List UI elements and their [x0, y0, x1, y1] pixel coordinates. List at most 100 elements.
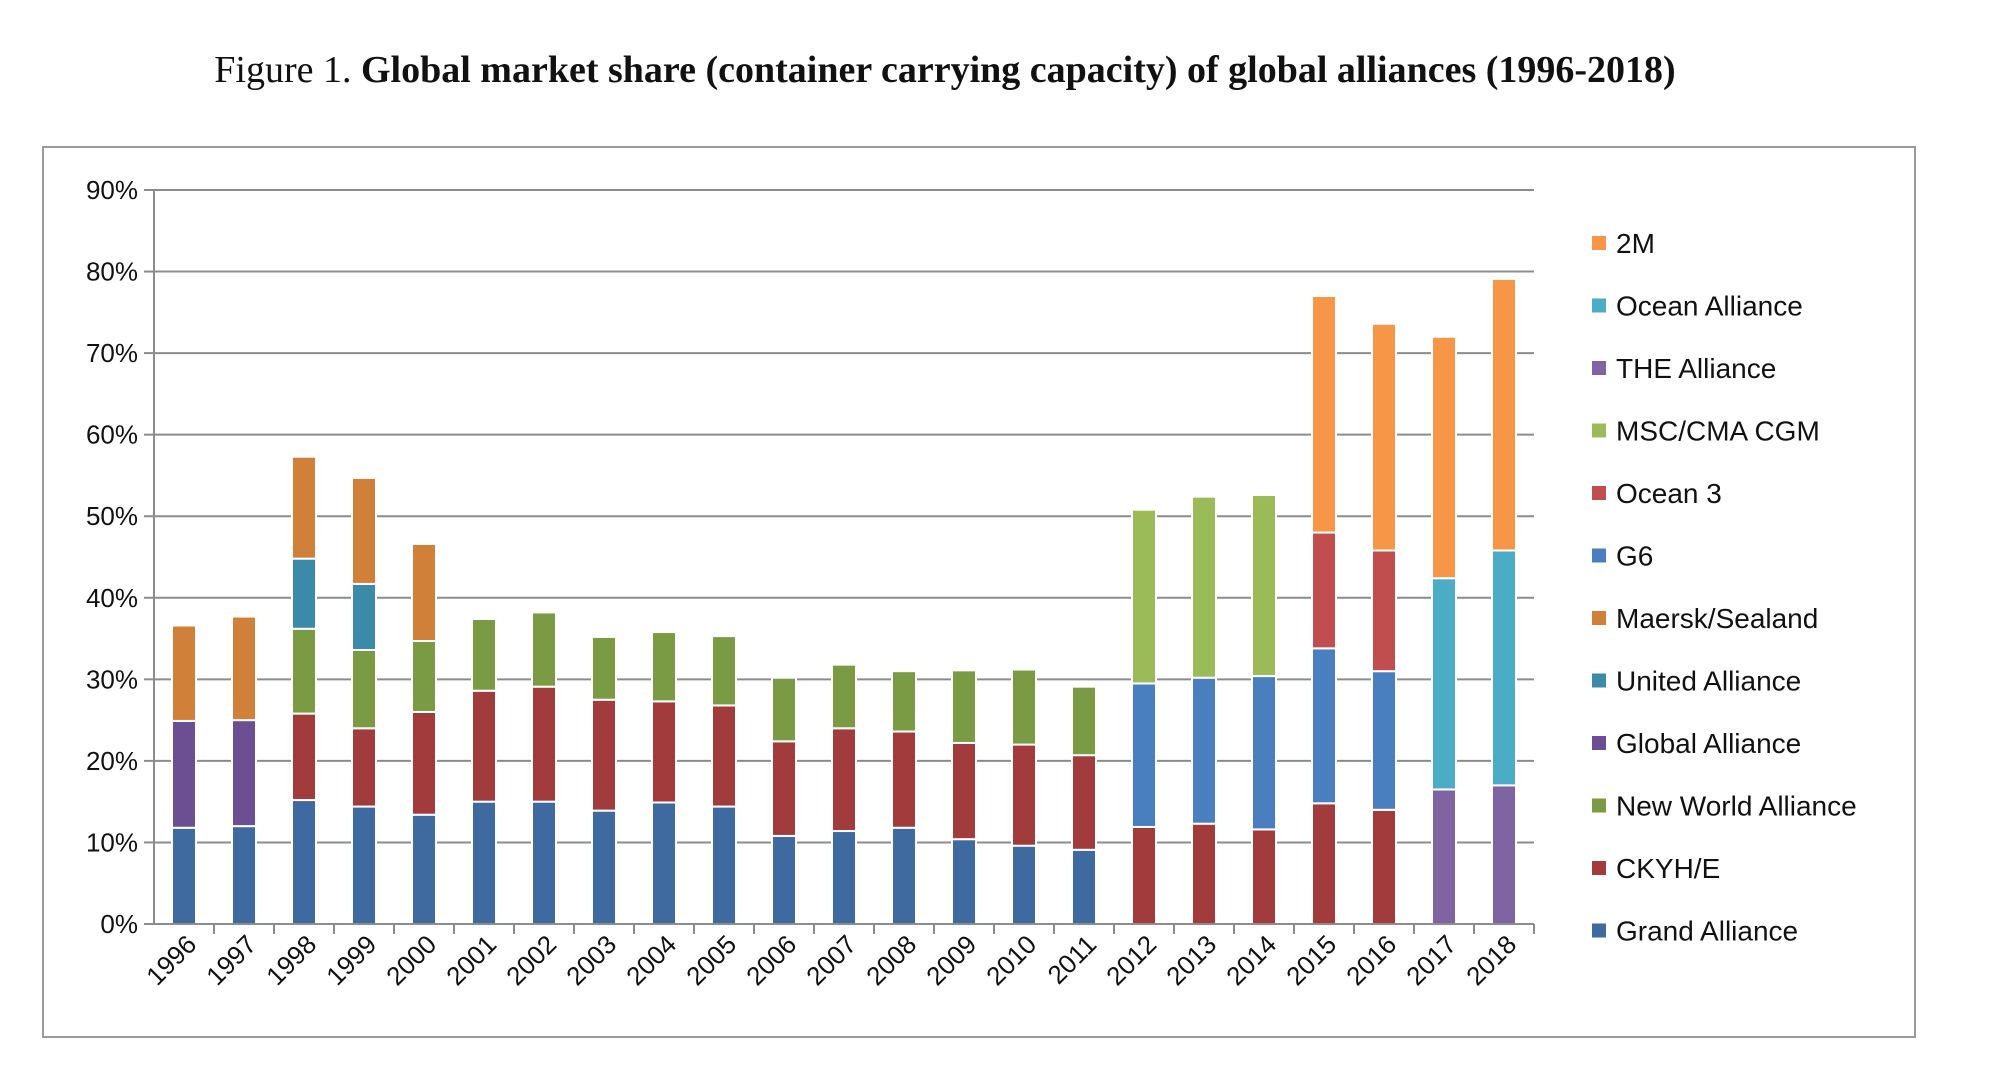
- bar-2007-ckyh-e: [831, 727, 857, 833]
- bar-2012-ckyh-e: [1131, 825, 1157, 926]
- bar-2012-msc-cma-cgm: [1131, 508, 1157, 685]
- bar-2016-ckyh-e: [1371, 808, 1397, 925]
- legend-label-global-alliance: Global Alliance: [1616, 728, 1801, 759]
- legend-swatch-ocean-alliance: [1592, 298, 1606, 313]
- legend-swatch-maersk-sealand: [1592, 611, 1606, 625]
- y-tick-label-9: 90%: [86, 175, 138, 205]
- legend-label-2m: 2M: [1616, 228, 1655, 259]
- x-tick-label-2003: 2003: [560, 929, 622, 991]
- bar-2001-grand-alliance: [471, 800, 497, 926]
- stacked-bar-chart: 0%10%20%30%40%50%60%70%80%90%19961997199…: [86, 175, 1857, 991]
- bar-1998-ckyh-e: [291, 712, 317, 802]
- bar-2011-ckyh-e: [1071, 754, 1097, 851]
- grid-lines: [154, 189, 1534, 925]
- legend-label-united-alliance: United Alliance: [1616, 666, 1801, 697]
- x-tick-label-2013: 2013: [1160, 929, 1222, 991]
- legend-swatch-united-alliance: [1592, 673, 1606, 688]
- y-tick-label-2: 20%: [86, 746, 138, 776]
- x-tick-label-2006: 2006: [740, 929, 802, 991]
- bar-2006-ckyh-e: [771, 740, 797, 837]
- legend-swatch-global-alliance: [1592, 736, 1606, 750]
- bar-1999-grand-alliance: [351, 805, 377, 925]
- y-tick-label-5: 50%: [86, 501, 138, 531]
- y-tick-label-7: 70%: [86, 338, 138, 368]
- legend-label-ckyh-e: CKYH/E: [1616, 853, 1720, 884]
- figure-caption: Figure 1. Global market share (container…: [0, 48, 1890, 92]
- legend-swatch-the-alliance: [1592, 361, 1606, 375]
- y-tick-label-6: 60%: [86, 420, 138, 450]
- bar-2018-the-alliance: [1491, 784, 1517, 925]
- bar-2004-new-world-alliance: [651, 631, 677, 703]
- x-tick-label-2000: 2000: [380, 929, 442, 991]
- bar-2008-grand-alliance: [891, 826, 917, 926]
- bar-2008-new-world-alliance: [891, 670, 917, 733]
- bar-1998-new-world-alliance: [291, 627, 317, 715]
- bar-1997-maersk-sealand: [231, 615, 257, 722]
- bar-2007-new-world-alliance: [831, 663, 857, 730]
- bar-2004-ckyh-e: [651, 700, 677, 804]
- bar-2018-ocean-alliance: [1491, 549, 1517, 787]
- bar-2000-maersk-sealand: [411, 542, 437, 643]
- figure-caption-title: Global market share (container carrying …: [361, 49, 1676, 91]
- bar-2017-the-alliance: [1431, 788, 1457, 926]
- legend-label-new-world-alliance: New World Alliance: [1616, 791, 1857, 822]
- bar-2001-new-world-alliance: [471, 617, 497, 692]
- x-tick-label-2010: 2010: [980, 929, 1042, 991]
- x-tick-label-2016: 2016: [1340, 929, 1402, 991]
- bar-2003-new-world-alliance: [591, 635, 617, 701]
- bar-2008-ckyh-e: [891, 730, 917, 829]
- bar-2011-new-world-alliance: [1071, 685, 1097, 757]
- legend-swatch-ocean-3: [1592, 486, 1606, 500]
- y-tick-label-8: 80%: [86, 257, 138, 287]
- bar-2001-ckyh-e: [471, 689, 497, 803]
- x-tick-label-2005: 2005: [680, 929, 742, 991]
- bar-1999-new-world-alliance: [351, 648, 377, 730]
- legend-label-msc-cma-cgm: MSC/CMA CGM: [1616, 416, 1820, 447]
- bar-2014-msc-cma-cgm: [1251, 494, 1277, 678]
- x-tick-label-2011: 2011: [1041, 929, 1102, 990]
- bar-1998-maersk-sealand: [291, 455, 317, 560]
- legend: 2M Ocean Alliance THE Alliance MSC/CMA CGM O…: [1592, 228, 1857, 947]
- bars: [171, 277, 1517, 926]
- bar-1996-global-alliance: [171, 719, 197, 829]
- bar-2009-ckyh-e: [951, 741, 977, 841]
- bar-2006-grand-alliance: [771, 834, 797, 925]
- bar-2009-new-world-alliance: [951, 669, 977, 744]
- bar-2017-ocean-alliance: [1431, 577, 1457, 791]
- bar-2016-g6: [1371, 670, 1397, 811]
- y-tick-label-3: 30%: [86, 664, 138, 694]
- legend-swatch-grand-alliance: [1592, 923, 1606, 938]
- bar-2015-ocean-3: [1311, 531, 1337, 650]
- bar-2000-ckyh-e: [411, 710, 437, 816]
- legend-label-the-alliance: THE Alliance: [1616, 353, 1776, 384]
- bar-2010-grand-alliance: [1011, 844, 1037, 925]
- bar-1999-ckyh-e: [351, 727, 377, 808]
- bar-2003-ckyh-e: [591, 698, 617, 812]
- bar-1999-maersk-sealand: [351, 476, 377, 585]
- y-tick-label-0: 0%: [100, 909, 138, 939]
- legend-label-ocean-alliance: Ocean Alliance: [1616, 291, 1803, 322]
- bar-2015-g6: [1311, 647, 1337, 805]
- bar-2000-new-world-alliance: [411, 640, 437, 713]
- bar-2000-grand-alliance: [411, 813, 437, 926]
- x-tick-label-2008: 2008: [860, 929, 922, 991]
- bar-2005-ckyh-e: [711, 704, 737, 808]
- figure-caption-lead: Figure 1.: [214, 49, 361, 91]
- legend-label-ocean-3: Ocean 3: [1616, 478, 1722, 509]
- x-tick-label-1997: 1997: [200, 929, 262, 991]
- x-tick-label-2007: 2007: [800, 929, 862, 991]
- y-tick-label-4: 40%: [86, 583, 138, 613]
- bar-1996-maersk-sealand: [171, 624, 197, 722]
- bar-2017-2m: [1431, 335, 1457, 580]
- bar-1999-united-alliance: [351, 582, 377, 651]
- legend-label-maersk-sealand: Maersk/Sealand: [1616, 603, 1818, 634]
- bar-2013-g6: [1191, 676, 1217, 825]
- legend-swatch-g6: [1592, 548, 1606, 563]
- bar-2012-g6: [1131, 682, 1157, 828]
- bar-2015-ckyh-e: [1311, 802, 1337, 926]
- bar-2005-new-world-alliance: [711, 635, 737, 707]
- legend-swatch-ckyh-e: [1592, 861, 1606, 875]
- x-tick-label-1998: 1998: [260, 929, 322, 991]
- bar-2010-ckyh-e: [1011, 743, 1037, 847]
- x-tick-label-2009: 2009: [920, 929, 982, 991]
